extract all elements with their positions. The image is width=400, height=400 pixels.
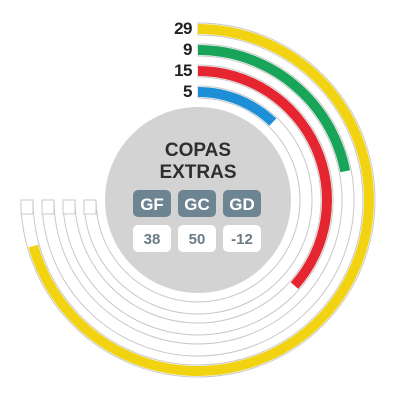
stat-badge-gc bbox=[178, 190, 216, 217]
value-label-2: 9 bbox=[183, 40, 192, 59]
stat-badge-gd bbox=[223, 190, 261, 217]
stat-label-gc: GC bbox=[184, 195, 210, 214]
stat-value-gf: 38 bbox=[144, 231, 161, 248]
stat-value-box-gc bbox=[178, 225, 216, 252]
stat-value-box-gd bbox=[223, 225, 261, 252]
bar-3 bbox=[198, 66, 332, 289]
stat-label-gd: GD bbox=[229, 195, 255, 214]
value-label-4: 5 bbox=[183, 82, 192, 101]
ring-track-tail-4 bbox=[83, 199, 97, 215]
track-group bbox=[20, 22, 376, 378]
stat-label-gf: GF bbox=[140, 195, 164, 214]
bar-2 bbox=[198, 45, 351, 173]
stat-value-gc: 50 bbox=[189, 231, 206, 248]
value-label-3: 15 bbox=[174, 61, 192, 80]
ring-track-tail-1 bbox=[20, 199, 34, 215]
bar-4 bbox=[198, 87, 277, 126]
value-label-group: 29 9 15 5 bbox=[174, 19, 192, 101]
stat-value-gd: -12 bbox=[231, 231, 253, 248]
stats-group: GF 38 GC 50 GD -12 bbox=[133, 190, 261, 252]
ring-track-tail-3 bbox=[62, 199, 76, 215]
stat-badge-gf bbox=[133, 190, 171, 217]
value-label-1: 29 bbox=[174, 19, 192, 38]
bar-group bbox=[28, 24, 374, 376]
stat-value-box-gf bbox=[133, 225, 171, 252]
chart-title-line-1: COPAS bbox=[165, 140, 231, 161]
chart-title-line-2: EXTRAS bbox=[159, 162, 236, 183]
ring-track-tail-2 bbox=[41, 199, 55, 215]
